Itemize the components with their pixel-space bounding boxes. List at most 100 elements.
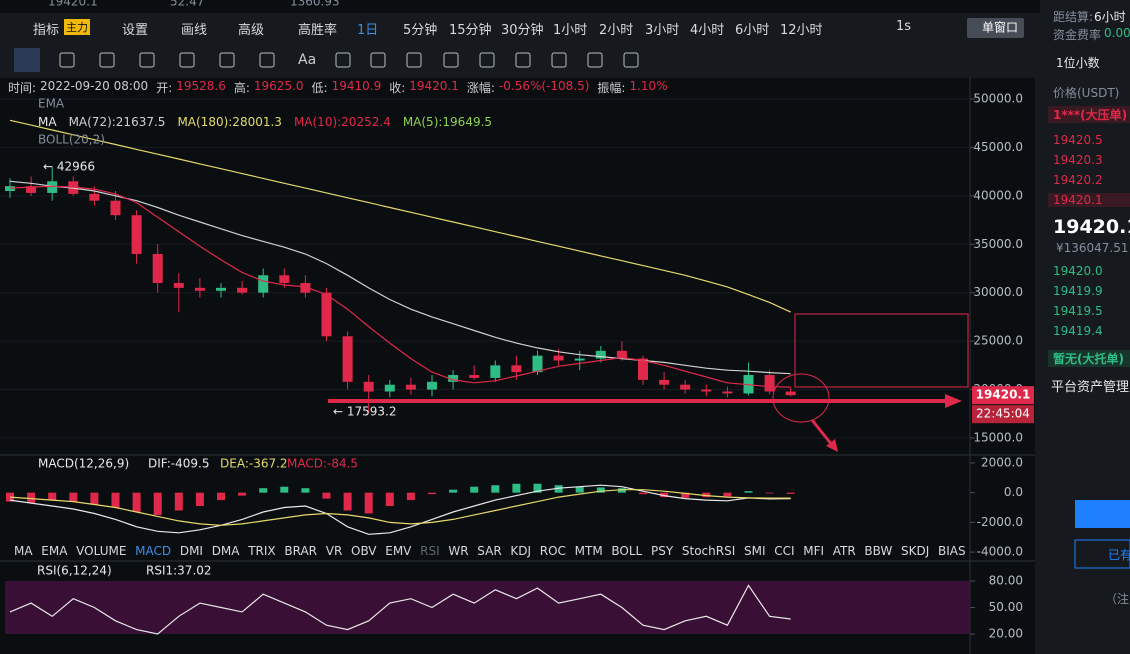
indicator-tab[interactable]: DMI [179,544,203,558]
indicator-tab[interactable]: EMV [385,544,412,558]
toolbar-item[interactable]: 设置 [122,23,149,38]
indicator-tab[interactable]: WR [448,544,469,558]
indicator-tab[interactable]: VR [325,544,343,558]
tool-icon[interactable] [515,52,531,68]
toolbar-item[interactable]: 高级 [238,23,265,38]
tool-icon[interactable] [479,52,495,68]
candle-body [342,336,353,382]
indicator-tab[interactable]: BIAS [938,544,966,558]
indicator-tab[interactable]: SMI [743,544,766,558]
macd-bar [470,486,479,493]
series-line [9,119,791,313]
candle-body [785,391,796,396]
indicator-tab[interactable]: PSY [650,544,674,558]
indicator-tab[interactable]: RSI [420,544,440,558]
tool-icon[interactable] [179,52,195,68]
indicator-tab[interactable]: StochRSI [681,544,736,558]
candle-body [5,186,15,191]
y-tick-label: -4000.0 [977,545,1023,559]
toolbar-item[interactable]: 3小时 [645,23,680,38]
info-value: 19410.9 [331,79,382,93]
cny-price: ¥136047.51 [1056,241,1129,255]
candle-body [722,391,733,394]
toolbar-item[interactable]: 30分钟 [501,23,544,38]
toolbar-item[interactable]: 12小时 [780,23,823,38]
y-tick-label: 40000.0 [973,188,1023,202]
candle-body [427,381,437,390]
indicator-tab[interactable]: MTM [574,544,603,558]
indicator-tab[interactable]: BRAR [284,544,318,558]
tool-icon[interactable] [623,52,639,68]
indicator-tab[interactable]: ROC [539,544,566,558]
indicator-tab[interactable]: BOLL [611,544,643,558]
badge[interactable]: 主力 [64,19,90,35]
macd-bar [617,488,626,493]
series-line [9,185,791,388]
macd-bar [343,492,352,511]
button-bg[interactable] [967,18,1024,38]
info-label: 低: [311,81,328,95]
indicator-tab[interactable]: KDJ [510,544,532,558]
bid-price: 19419.9 [1053,284,1103,298]
toolbar-item[interactable]: 高胜率 [298,23,338,38]
tool-icon[interactable] [259,52,275,68]
indicator-tab[interactable]: EMA [41,544,68,558]
window-mode[interactable]: 单窗口 [982,21,1018,35]
y-tick-label: 50.00 [989,600,1023,614]
candle-body [216,287,226,291]
indicator-tab[interactable]: DMA [211,544,240,558]
tool-icon[interactable] [443,52,459,68]
macd-bar [27,492,36,504]
toolbar-item[interactable]: 指标 [33,23,60,38]
text-tool[interactable]: Aa [298,52,317,68]
toolbar-item[interactable]: 画线 [181,23,208,38]
tool-icon[interactable] [370,52,386,68]
indicator-tab[interactable]: SKDJ [901,544,930,558]
indicator-tab[interactable]: SAR [477,544,502,558]
indicator-tab[interactable]: MA [14,544,33,558]
y-tick-label: 45000.0 [973,140,1023,154]
indicator-tab[interactable]: VOLUME [76,544,127,558]
macd-bar [744,491,753,493]
tool-icon[interactable] [99,52,115,68]
toolbar-item[interactable]: 15分钟 [449,23,492,38]
candle-body [405,384,416,390]
toolbar-item[interactable]: 6小时 [735,23,770,38]
tool-icon[interactable] [59,52,75,68]
indicator-tab[interactable]: BBW [864,544,893,558]
tool-icon[interactable] [219,52,235,68]
indicator-tab[interactable]: MACD [135,544,172,558]
tool-icon[interactable] [139,52,155,68]
buy-button[interactable] [1075,500,1130,528]
toolbar-item[interactable]: 1s [896,19,912,34]
indicator-tab[interactable]: ATR [832,544,856,558]
y-tick-label: 30000.0 [973,285,1023,299]
indicator-tab[interactable]: CCI [774,544,795,558]
toolbar-item[interactable]: 2小时 [599,23,634,38]
indicator-tab[interactable]: OBV [351,544,377,558]
candle-body [764,375,775,392]
tool-icon[interactable] [335,52,351,68]
macd-bar [428,492,436,495]
macd-bar [132,492,141,512]
tool-icon[interactable] [551,52,567,68]
toolbar-item[interactable]: 4小时 [690,23,725,38]
toolbar-item[interactable]: 1日 [357,23,379,38]
legend-entry: MA(72):21637.5 [68,115,166,129]
macd-bar [512,483,521,493]
candle-body [574,358,585,361]
indicator-tab[interactable]: MFI [803,544,825,558]
outline-button[interactable] [1074,539,1130,569]
macd-bar [660,492,669,498]
toolbar-item[interactable]: 1小时 [553,23,588,38]
plot-layer: 19420.1 52.47 1360.93 50000.0 45000.0 40000.0… [0,0,1034,641]
indicator-tab[interactable]: TRIX [248,544,276,558]
tool-icon[interactable] [406,52,422,68]
legend-entry: DIF:-409.5 [148,457,209,471]
candle-body [279,275,290,284]
series-line [9,489,791,526]
tool-icon[interactable] [587,52,603,68]
toolbar-item[interactable]: 5分钟 [403,23,438,38]
